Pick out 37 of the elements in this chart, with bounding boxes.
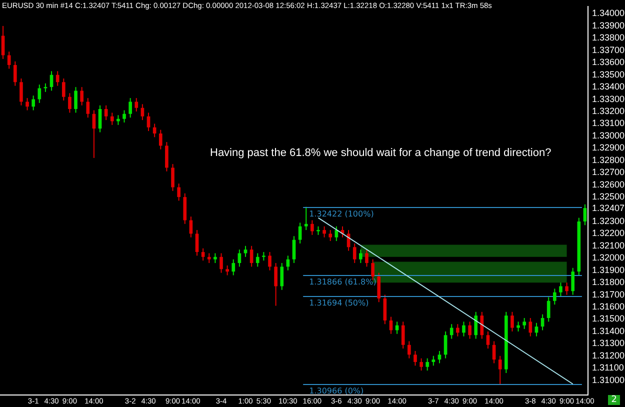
y-tick-label: 1.33900 xyxy=(592,20,625,30)
y-tick-label: 1.32000 xyxy=(592,252,625,263)
y-tick-label: 1.32407 xyxy=(592,202,625,213)
ref-line-label: 1.30966 (0%) xyxy=(309,386,364,396)
y-tick-label: 1.31000 xyxy=(592,374,625,385)
y-tick-label: 1.32500 xyxy=(592,192,625,202)
y-tick-label: 1.33000 xyxy=(592,130,625,140)
y-tick-label: 1.31900 xyxy=(592,264,625,275)
y-tick-label: 1.31500 xyxy=(592,314,625,324)
y-tick-label: 1.31100 xyxy=(592,362,624,373)
ref-line-label: 1.31694 (50%) xyxy=(309,298,369,308)
ref-line-label: 1.32422 (100%) xyxy=(309,210,374,219)
y-tick-label: 1.31300 xyxy=(592,338,625,348)
y-tick-label: 1.31800 xyxy=(592,277,625,288)
y-tick-label: 1.32200 xyxy=(592,228,625,238)
y-tick-label: 1.33300 xyxy=(592,94,625,104)
y-tick-label: 1.32900 xyxy=(592,142,625,153)
y-tick-label: 1.33800 xyxy=(592,32,625,43)
y-tick-label: 1.32300 xyxy=(592,216,625,226)
y-tick-label: 1.33600 xyxy=(592,57,625,68)
y-tick-label: 1.32800 xyxy=(592,154,625,165)
y-tick-label: 1.31700 xyxy=(592,289,625,300)
text: 2 xyxy=(608,395,620,405)
ref-line-label: 1.31866 (61.8%) xyxy=(309,278,376,287)
y-tick-label: 1.33100 xyxy=(592,118,625,128)
y-tick-label: 1.32700 xyxy=(592,167,625,178)
y-tick-label: 1.33400 xyxy=(592,82,625,92)
y-tick-label: 1.31600 xyxy=(592,302,625,312)
y-tick-label: 1.34000 xyxy=(592,8,625,18)
y-tick-label: 1.31400 xyxy=(592,326,625,336)
y-tick-label: 1.33500 xyxy=(592,69,625,80)
y-tick-label: 1.32100 xyxy=(592,240,625,250)
y-tick-label: 1.31200 xyxy=(592,350,625,360)
y-tick-label: 1.32600 xyxy=(592,179,625,190)
annotation: Having past the 61.8% we should wait for a change of trend direction? xyxy=(210,147,552,159)
y-tick-label: 1.33200 xyxy=(592,106,625,116)
y-tick-label: 1.33700 xyxy=(592,44,625,55)
